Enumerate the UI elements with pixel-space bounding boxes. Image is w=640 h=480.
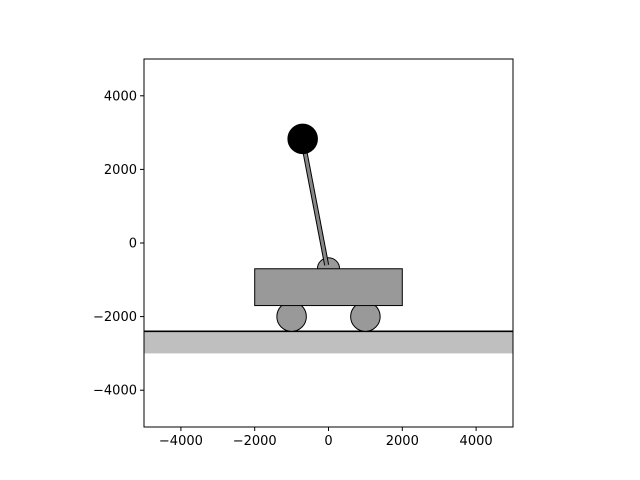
x-tick-label: 4000 — [460, 434, 493, 449]
scene-objects — [144, 123, 513, 354]
y-tick-label: −4000 — [93, 384, 137, 399]
y-tick-label: 2000 — [104, 163, 137, 178]
plot-area — [143, 58, 514, 428]
y-axis-ticks: 4000 2000 0 −2000 −4000 — [93, 89, 144, 399]
y-tick-label: −2000 — [93, 310, 137, 325]
x-tick-label: 2000 — [386, 434, 419, 449]
pole-bob — [287, 123, 318, 155]
x-tick-label: −4000 — [159, 434, 203, 449]
ground-band — [144, 331, 513, 354]
y-tick-label: 4000 — [104, 89, 137, 104]
cart-body — [254, 268, 403, 307]
x-axis-ticks: −4000 −2000 0 2000 4000 — [159, 427, 493, 449]
pole — [301, 139, 329, 266]
y-tick-label: 0 — [129, 237, 137, 252]
right-wheel — [350, 301, 381, 332]
x-tick-label: −2000 — [233, 434, 277, 449]
x-tick-label: 0 — [324, 434, 332, 449]
left-wheel — [276, 301, 307, 332]
